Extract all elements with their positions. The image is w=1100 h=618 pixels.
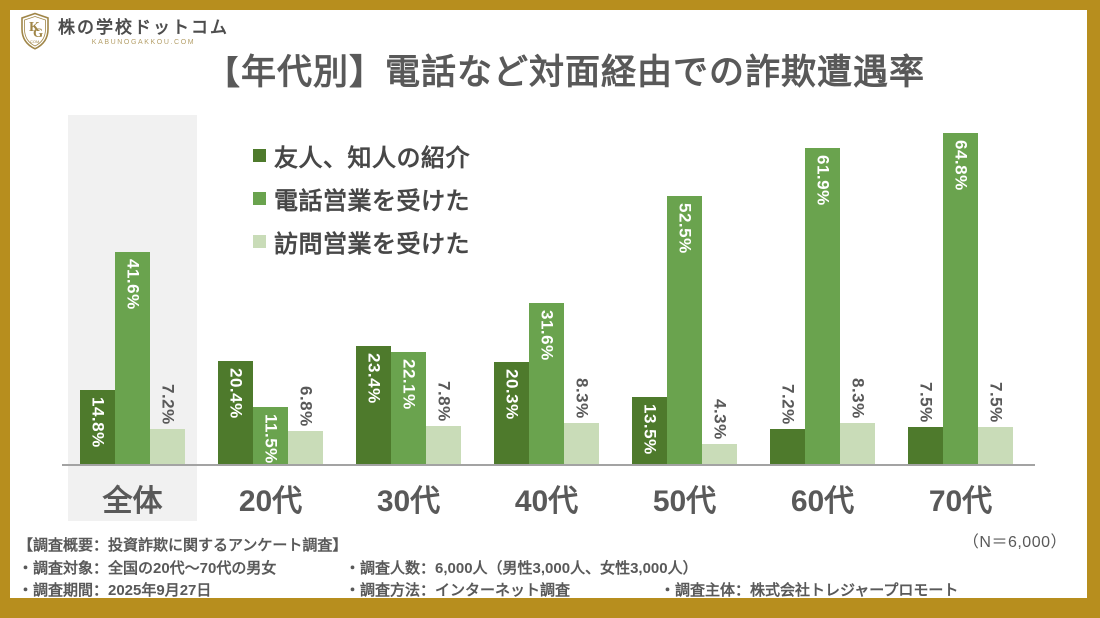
bar: 7.5% — [978, 382, 1013, 466]
x-axis-line — [62, 464, 1035, 466]
bar: 11.5% — [253, 407, 288, 466]
category-label: 全体 — [102, 485, 163, 518]
footer-item-respondents: ・調査人数：6,000人（男性3,000人、女性3,000人） — [345, 560, 698, 577]
legend-label: 訪問営業を受けた — [274, 231, 470, 258]
bar: 4.3% — [702, 399, 737, 466]
bar: 20.4% — [218, 361, 253, 466]
bar-value-label: 20.3% — [502, 369, 522, 420]
shield-kg-icon: K G COM — [20, 12, 50, 55]
svg-text:G: G — [33, 25, 43, 40]
sample-size-note: （N＝6,000） — [962, 534, 1067, 551]
logo-text: 株の学校ドットコム — [58, 18, 229, 38]
bar-value-label: 11.5% — [261, 414, 281, 464]
bar-value-label: 4.3% — [710, 399, 730, 440]
legend-label: 電話営業を受けた — [274, 188, 470, 215]
bar-value-label: 23.4% — [364, 353, 384, 404]
bar-value-label: 64.8% — [951, 140, 971, 191]
bar-value-label: 22.1% — [399, 359, 419, 410]
bar-value-label: 52.5% — [675, 203, 695, 254]
chart-legend: 友人、知人の紹介 電話営業を受けた 訪問営業を受けた — [253, 138, 470, 259]
footer-item-organizer: ・調査主体：株式会社トレジャープロモート — [660, 582, 959, 599]
bar: 6.8% — [288, 386, 323, 466]
bar: 61.9% — [805, 148, 840, 466]
bar: 23.4% — [356, 346, 391, 466]
bar-value-label: 20.4% — [226, 368, 246, 419]
category-label: 70代 — [928, 485, 993, 518]
bar-value-label: 7.8% — [434, 381, 454, 422]
legend-swatch-series2 — [253, 192, 266, 205]
bar: 7.8% — [426, 381, 461, 466]
legend-swatch-series3 — [253, 235, 266, 248]
footer-item-method: ・調査方法：インターネット調査 — [345, 582, 571, 599]
footer-heading: 【調査概要：投資詐欺に関するアンケート調査】 — [18, 537, 348, 554]
category-label: 50代 — [652, 485, 717, 518]
footer-item-period: ・調査期間：2025年9月27日 — [18, 582, 212, 599]
legend-item: 電話営業を受けた — [253, 181, 470, 216]
svg-text:K: K — [29, 20, 40, 35]
bar: 31.6% — [529, 303, 564, 466]
bar-value-label: 7.5% — [986, 382, 1006, 423]
bar-value-label: 41.6% — [123, 259, 143, 310]
site-logo: K G COM 株の学校ドットコム KABUNOGAKKOU.COM — [10, 10, 247, 56]
bar-value-label: 13.5% — [640, 404, 660, 455]
legend-item: 訪問営業を受けた — [253, 224, 470, 259]
bar: 13.5% — [632, 397, 667, 466]
bar-value-label: 7.5% — [916, 382, 936, 423]
bar: 7.5% — [908, 382, 943, 466]
legend-label: 友人、知人の紹介 — [274, 145, 470, 172]
bar-value-label: 8.3% — [848, 378, 868, 419]
category-label: 60代 — [790, 485, 855, 518]
bar-value-label: 61.9% — [813, 155, 833, 206]
page-title: 【年代別】電話など対面経由での詐欺遭遇率 — [204, 53, 925, 92]
category-label: 20代 — [238, 485, 303, 518]
bar: 8.3% — [840, 378, 875, 466]
category-label: 30代 — [376, 485, 441, 518]
footer-item-target: ・調査対象：全国の20代～70代の男女 — [18, 560, 277, 577]
bar: 64.8% — [943, 133, 978, 466]
legend-swatch-series1 — [253, 149, 266, 162]
bar: 7.2% — [770, 384, 805, 466]
chart-area: 14.8% 41.6% 7.2% 全体 20.4% 11.5% 6.8% 20代 23.4% 22… — [62, 106, 1035, 521]
bar: 52.5% — [667, 196, 702, 466]
bar-value-label: 7.2% — [158, 384, 178, 425]
bar: 7.2% — [150, 384, 185, 466]
svg-text:COM: COM — [30, 39, 39, 44]
bar-value-label: 14.8% — [88, 397, 108, 448]
survey-footer: 【調査概要：投資詐欺に関するアンケート調査】 ・調査対象：全国の20代～70代の… — [18, 534, 1073, 599]
legend-item: 友人、知人の紹介 — [253, 138, 470, 173]
bar-value-label: 6.8% — [296, 386, 316, 427]
bar: 20.3% — [494, 362, 529, 466]
logo-subtext: KABUNOGAKKOU.COM — [91, 39, 196, 46]
bar-value-label: 8.3% — [572, 378, 592, 419]
bar-value-label: 7.2% — [778, 384, 798, 425]
bar: 41.6% — [115, 252, 150, 466]
bar: 22.1% — [391, 352, 426, 466]
bar-value-label: 31.6% — [537, 310, 557, 361]
bar: 14.8% — [80, 390, 115, 466]
bar: 8.3% — [564, 378, 599, 466]
category-label: 40代 — [514, 485, 579, 518]
